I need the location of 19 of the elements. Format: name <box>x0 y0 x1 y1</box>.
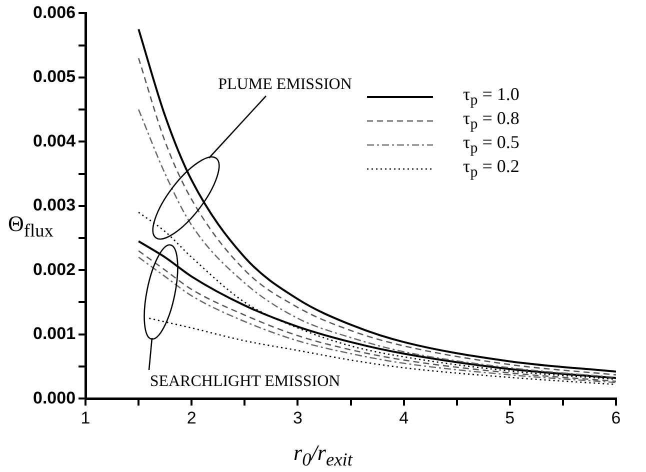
y-tick-label: 0.005 <box>32 67 76 86</box>
x-tick-label: 6 <box>611 408 621 428</box>
y-tick-label: 0.000 <box>32 388 76 408</box>
legend-label: τ$_{p}$ = 0.2 <box>463 156 520 182</box>
legend-label: τ$_{p}$ = 0.5 <box>463 132 520 158</box>
x-tick-label: 2 <box>186 408 196 428</box>
y-tick-label: 0.004 <box>32 131 76 150</box>
y-tick-label: 0.006 <box>32 2 76 22</box>
y-tick-label: 0.002 <box>32 260 76 279</box>
y-tick-label: 0.001 <box>32 324 76 344</box>
x-tick-label: 4 <box>399 408 409 428</box>
x-tick-label: 3 <box>292 408 302 428</box>
x-tick-label: 1 <box>80 408 90 428</box>
legend-label: τ$_{p}$ = 1.0 <box>463 84 520 110</box>
x-axis-title: r$_{0}$/r$_{exit}$ <box>292 440 354 470</box>
legend-label: τ$_{p}$ = 0.8 <box>463 108 520 134</box>
x-tick-label: 5 <box>505 408 515 428</box>
annotation: PLUME EMISSION <box>218 76 352 94</box>
annotation: SEARCHLIGHT EMISSION <box>150 373 341 390</box>
